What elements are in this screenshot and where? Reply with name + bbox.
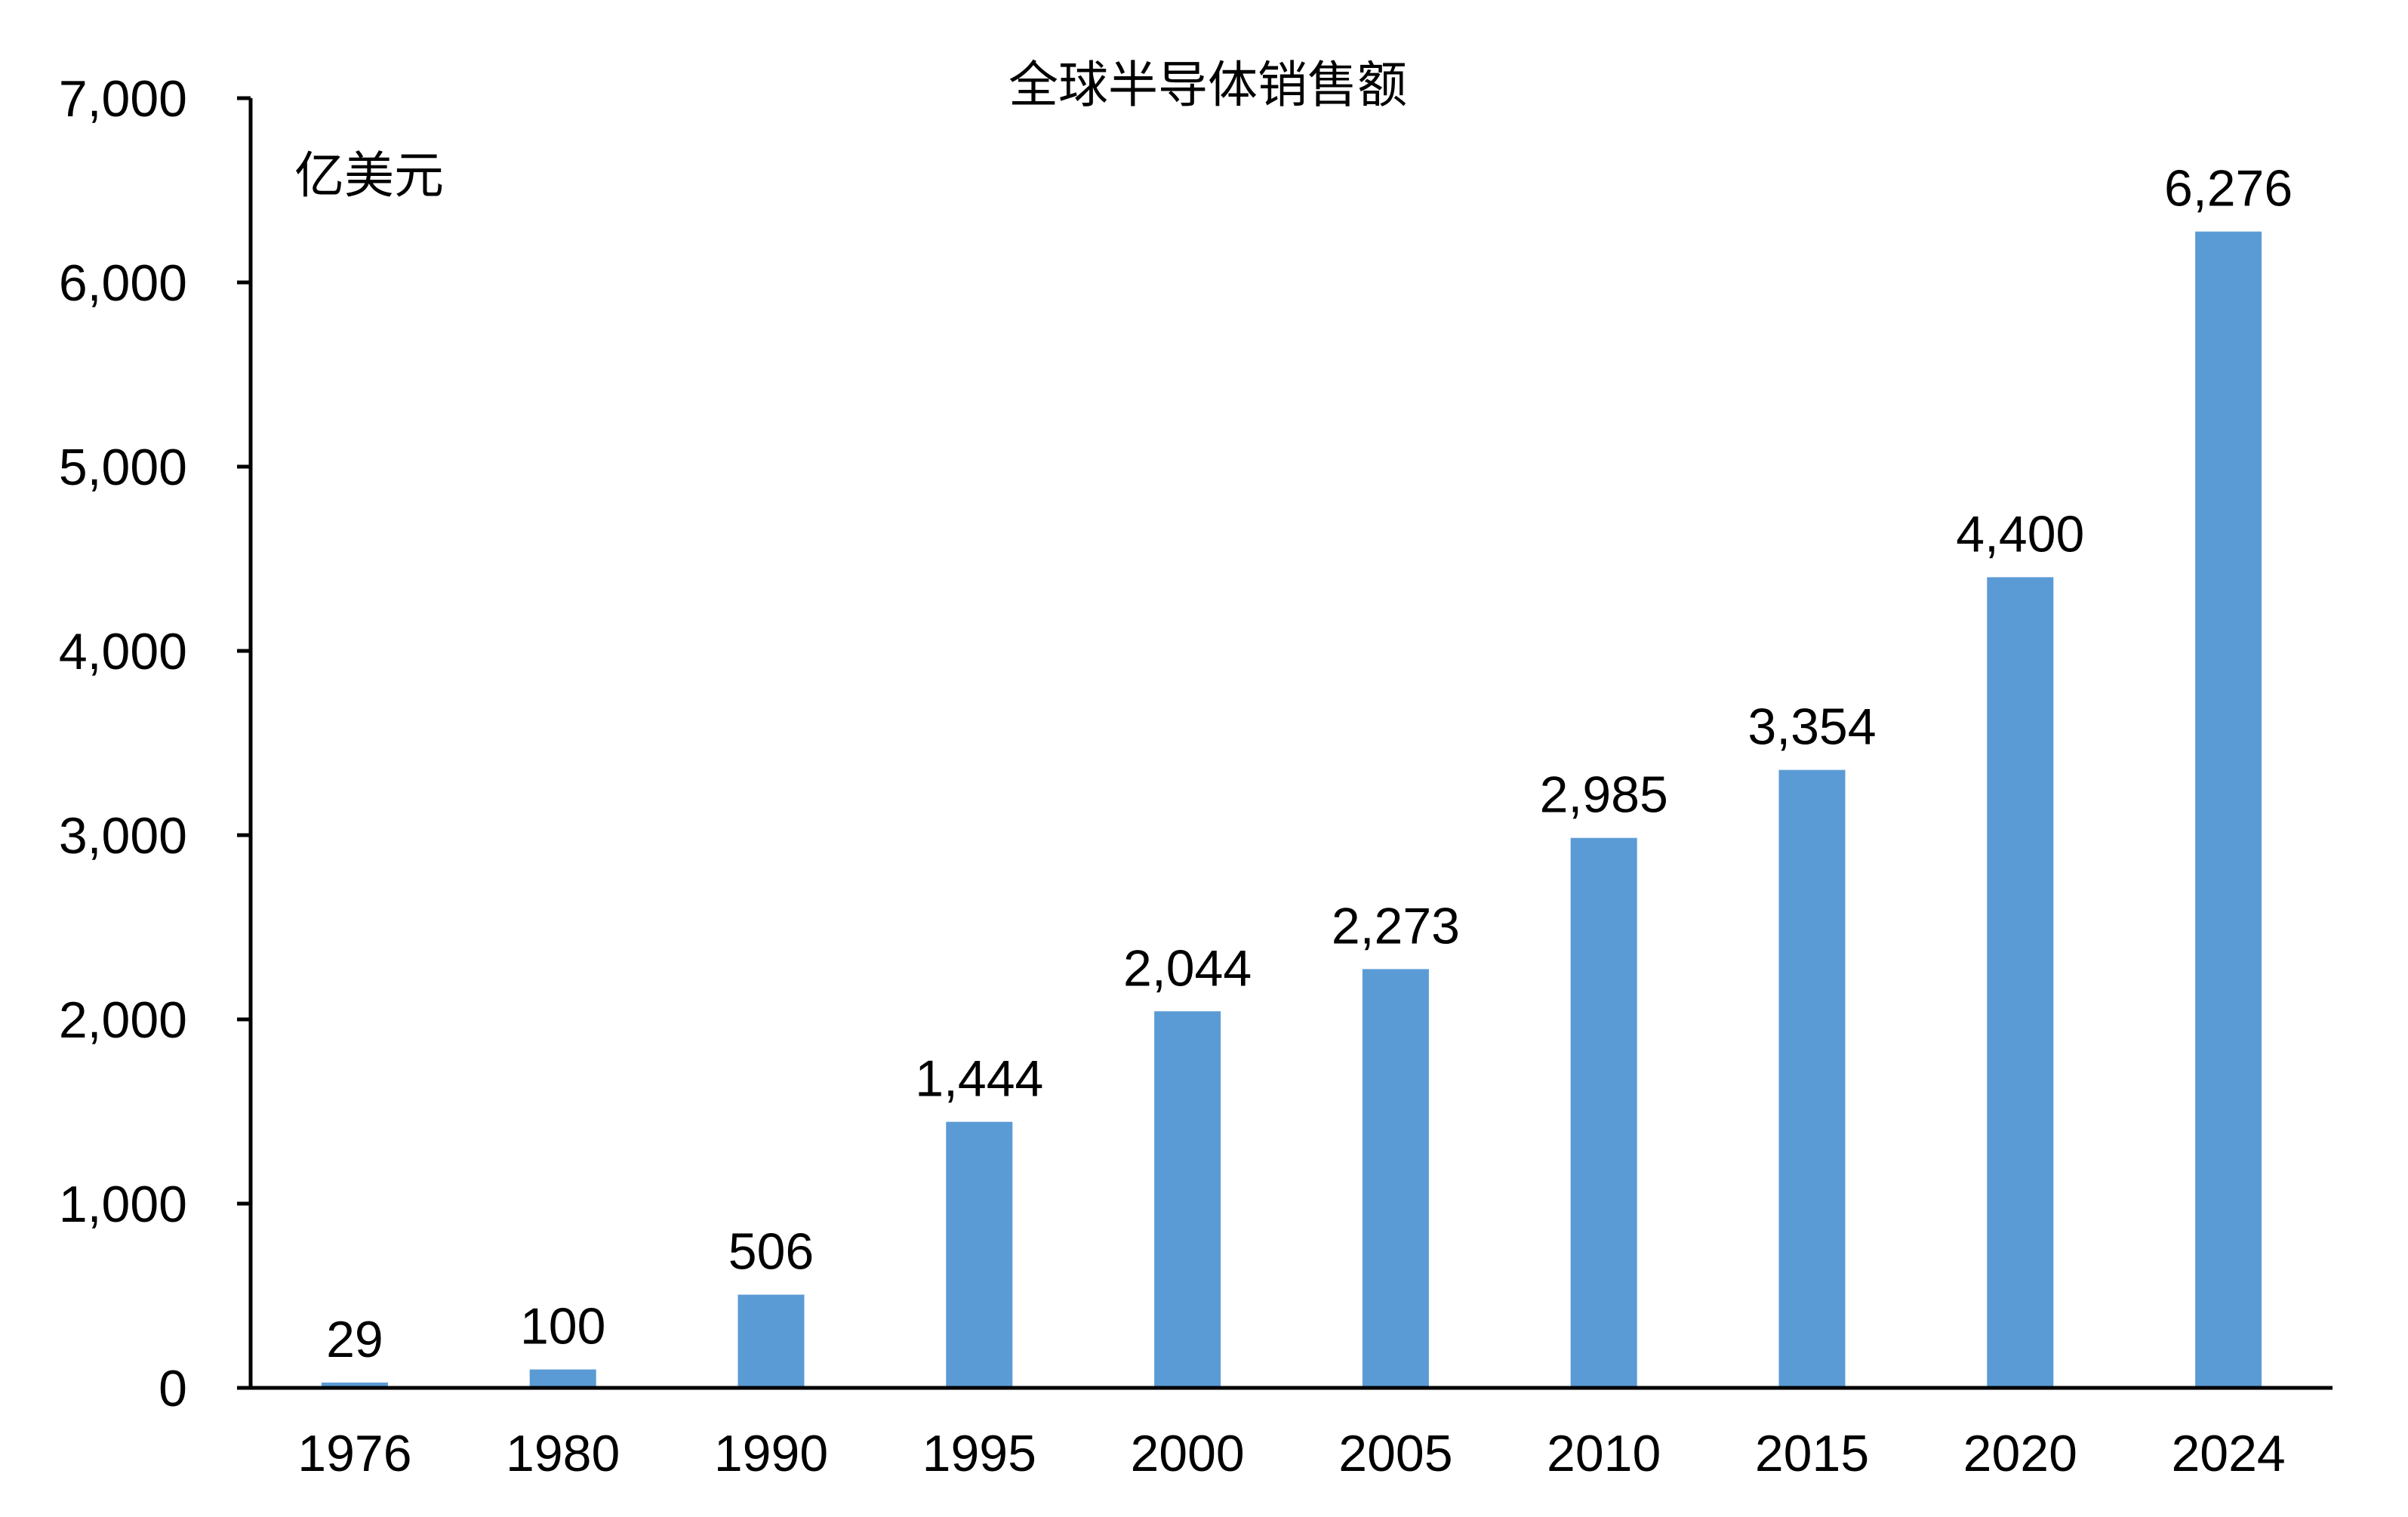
x-tick-label: 2020: [1963, 1425, 2077, 1482]
data-label: 3,354: [1747, 698, 1876, 756]
y-tick-label: 3,000: [59, 807, 187, 865]
y-axis-ticks: 0 1,000 2,000 3,000 4,000 5,000 6,000 7,000: [59, 70, 251, 1417]
bar: [2195, 231, 2262, 1388]
bar: [1570, 837, 1637, 1388]
bar: [1362, 969, 1429, 1388]
data-label: 1,444: [915, 1050, 1043, 1108]
bar: [1778, 769, 1846, 1388]
x-axis-ticks: 1976 1980 1990 1995 2000 2005 2010 2015 2020 2024: [297, 1425, 2285, 1482]
bars: [321, 231, 2262, 1388]
bar: [737, 1294, 805, 1388]
data-label: 100: [520, 1298, 605, 1355]
bar: [1154, 1011, 1221, 1388]
y-tick-label: 2,000: [59, 991, 187, 1049]
bar: [529, 1369, 596, 1388]
data-labels: 29 100 506 1,444 2,044 2,273 2,985 3,354 4,400 6,…: [326, 160, 2293, 1368]
x-tick-label: 2010: [1547, 1425, 1661, 1482]
data-label: 2,273: [1332, 897, 1460, 954]
bar: [321, 1382, 388, 1388]
chart-title: 全球半导体销售额: [1008, 56, 1407, 114]
y-tick-label: 7,000: [59, 70, 187, 128]
data-label: 6,276: [2164, 160, 2293, 217]
x-tick-label: 1980: [506, 1425, 620, 1482]
x-tick-label: 2015: [1755, 1425, 1869, 1482]
x-tick-label: 2024: [2171, 1425, 2285, 1482]
y-tick-label: 6,000: [59, 254, 187, 312]
data-label: 506: [728, 1223, 814, 1281]
bar: [1987, 577, 2054, 1388]
data-label: 29: [326, 1311, 383, 1368]
x-tick-label: 2005: [1338, 1425, 1452, 1482]
y-tick-label: 5,000: [59, 439, 187, 496]
unit-label: 亿美元: [294, 146, 444, 205]
data-label: 4,400: [1956, 505, 2084, 563]
y-tick-label: 4,000: [59, 623, 187, 680]
bar: [946, 1121, 1013, 1388]
y-tick-label: 1,000: [59, 1176, 187, 1233]
y-tick-label: 0: [159, 1360, 187, 1417]
data-label: 2,044: [1123, 939, 1252, 997]
x-tick-label: 1995: [922, 1425, 1036, 1482]
x-tick-label: 1990: [714, 1425, 828, 1482]
x-tick-label: 2000: [1130, 1425, 1244, 1482]
x-tick-label: 1976: [297, 1425, 411, 1482]
data-label: 2,985: [1540, 766, 1668, 824]
